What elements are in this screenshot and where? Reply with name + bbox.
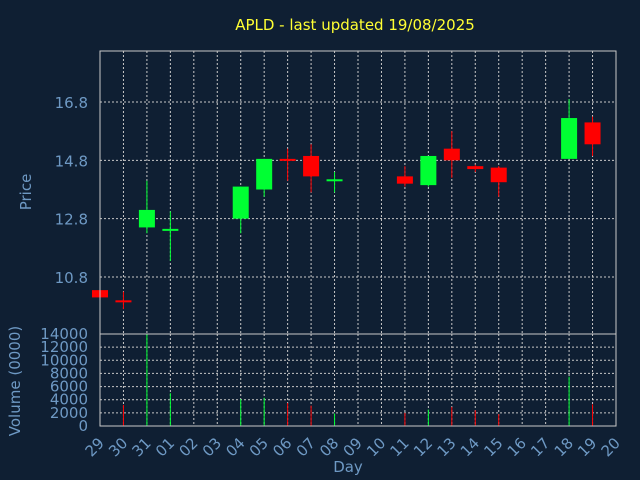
volume-tick-label: 14000 [40, 325, 88, 343]
volume-tick-label: 4000 [50, 391, 88, 409]
price-tick-label: 14.8 [55, 152, 88, 170]
candle-body [490, 167, 507, 183]
candle-body [443, 148, 460, 161]
volume-bars [99, 334, 594, 426]
price-tick-labels: 10.8 12.8 14.8 16.8 [55, 94, 88, 287]
volume-tick-label: 12000 [40, 338, 88, 356]
x-tick-labels: 2930310102030405060708091011121314151617… [82, 434, 624, 460]
volume-tick-label: 0 [78, 417, 88, 435]
candle-body [326, 179, 343, 182]
candle-body [467, 166, 484, 170]
volume-panel-frame [99, 333, 617, 427]
price-axis-label: Price [17, 174, 35, 211]
candle-body [256, 158, 273, 190]
price-tick-label: 16.8 [55, 94, 88, 112]
candle-body [561, 118, 578, 159]
candle-body [115, 300, 132, 303]
candle-body [303, 155, 320, 177]
volume-tick-label: 2000 [50, 404, 88, 422]
candle-body [162, 228, 179, 231]
candle-body [232, 186, 249, 219]
volume-tick-label: 10000 [40, 351, 88, 369]
candle-body [279, 158, 296, 161]
volume-tick-label: 8000 [50, 364, 88, 382]
volume-axis-label: Volume (0000) [6, 326, 24, 436]
chart-title: APLD - last updated 19/08/2025 [235, 16, 475, 34]
candle-body [138, 209, 155, 228]
x-axis-label: Day [333, 458, 363, 476]
candle-body [396, 176, 413, 184]
price-tick-label: 10.8 [55, 269, 88, 287]
volume-tick-label: 6000 [50, 378, 88, 396]
candle-body [420, 155, 437, 186]
candle-body [584, 122, 601, 145]
price-tick-label: 12.8 [55, 211, 88, 229]
